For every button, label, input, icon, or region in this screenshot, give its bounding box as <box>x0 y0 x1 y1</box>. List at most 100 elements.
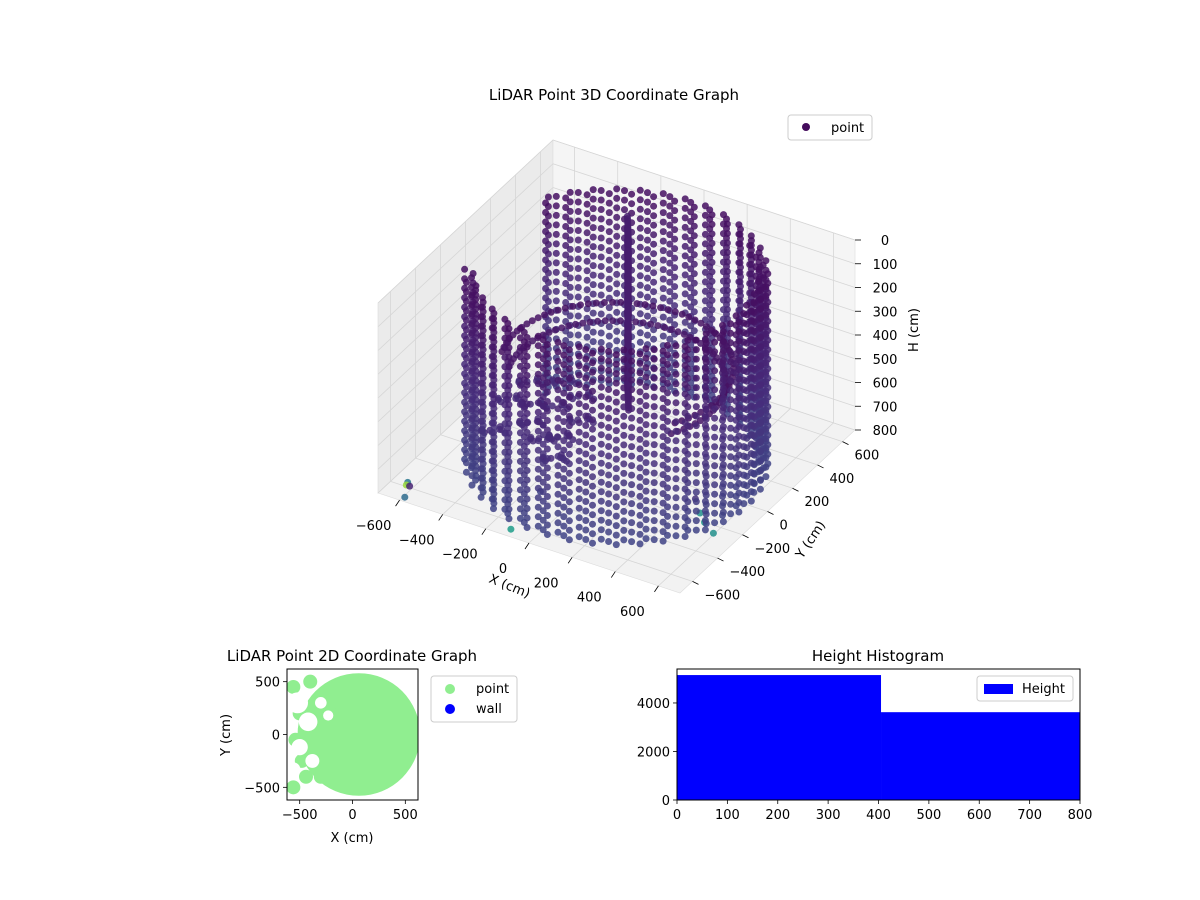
point-3d <box>589 224 597 232</box>
point-3d <box>589 378 596 386</box>
point-3d <box>468 274 475 282</box>
point-3d <box>560 446 568 454</box>
point-3d <box>462 307 470 315</box>
point-3d <box>644 293 651 301</box>
point-3d <box>490 486 497 494</box>
point-3d <box>565 365 573 373</box>
point-3d <box>756 390 764 398</box>
point-3d <box>756 447 764 455</box>
y-tick-label: 0 <box>780 519 788 534</box>
point-3d <box>642 383 650 391</box>
point-3d <box>612 455 620 463</box>
point-3d <box>690 213 698 221</box>
point-3d <box>723 306 731 313</box>
x-tick-label: 300 <box>816 808 841 823</box>
point-3d <box>477 379 485 387</box>
point-3d <box>711 519 719 527</box>
point-3d <box>583 248 591 256</box>
point-3d <box>490 495 497 503</box>
point-3d <box>727 320 735 328</box>
point-3d <box>583 229 591 237</box>
point-3d <box>597 516 605 524</box>
point-3d <box>560 475 568 483</box>
point-3d <box>756 343 764 351</box>
point-3d <box>490 457 497 465</box>
point-3d <box>701 440 709 448</box>
point-3d <box>554 519 562 527</box>
point-3d <box>597 329 605 337</box>
point-3d <box>727 462 735 470</box>
point-3d <box>625 287 633 295</box>
point-3d <box>671 308 679 316</box>
point-3d <box>613 337 621 345</box>
chart-2d-legend-marker-point <box>445 684 455 694</box>
chart-3d-legend: point <box>787 114 873 141</box>
point-3d <box>554 452 562 460</box>
point-3d <box>605 304 613 312</box>
point-3d <box>468 434 476 442</box>
point-3d <box>613 204 621 212</box>
point-3d <box>544 193 552 201</box>
point-3d <box>723 268 731 275</box>
point-3d <box>613 232 621 240</box>
x-tick-label: 500 <box>393 808 418 823</box>
point-3d <box>757 286 764 294</box>
point-3d <box>708 211 716 219</box>
chart-2d: LiDAR Point 2D Coordinate Graph −500 0 500… <box>219 647 518 846</box>
point-3d <box>727 434 735 442</box>
point-3d <box>523 391 531 398</box>
point-3d <box>747 336 755 344</box>
point-3d <box>642 449 650 457</box>
point-3d <box>477 341 485 349</box>
point-3d <box>681 523 689 531</box>
point-3d <box>534 370 542 378</box>
point-3d <box>701 516 709 524</box>
point-3d <box>692 422 700 430</box>
point-3d <box>756 324 764 332</box>
point-3d <box>575 362 583 370</box>
y-tick-label: 4000 <box>637 697 670 712</box>
x-tick-label: 600 <box>967 808 992 823</box>
point-3d <box>505 401 513 409</box>
x-tick-label: 0 <box>673 808 681 823</box>
point-3d <box>644 227 651 235</box>
point-3d <box>542 209 550 216</box>
point-3d <box>589 539 596 547</box>
point-3d <box>505 334 513 342</box>
point-3d <box>690 222 698 230</box>
point-3d <box>617 317 624 325</box>
point-3d <box>560 427 568 435</box>
point-3d <box>565 412 573 420</box>
point-3d <box>636 530 644 538</box>
point-3d <box>562 223 570 230</box>
point-3d <box>681 223 689 231</box>
point-3d <box>605 266 613 274</box>
point-3d <box>659 266 667 274</box>
point-3d <box>711 357 719 365</box>
y-tick-mark <box>742 534 749 539</box>
point-3d <box>575 428 583 436</box>
point-3d <box>708 306 716 314</box>
point-3d <box>692 393 700 401</box>
point-3d <box>692 526 700 534</box>
point-3d <box>589 359 596 367</box>
point-3d <box>539 374 547 382</box>
point-3d <box>620 412 628 420</box>
point-3d <box>477 484 485 492</box>
point-3d <box>597 459 605 467</box>
point-3d <box>762 444 770 452</box>
point-3d <box>719 432 727 440</box>
point-3d <box>539 421 547 429</box>
point-3d <box>505 344 513 352</box>
point-3d <box>681 447 689 455</box>
point-3d <box>527 433 535 441</box>
point-3d <box>597 469 605 477</box>
point-3d <box>574 217 582 225</box>
point-3d <box>461 265 469 273</box>
point-3d <box>735 489 743 497</box>
point-3d <box>692 488 700 496</box>
point-3d <box>534 456 542 464</box>
point-3d <box>711 414 719 422</box>
point-3d <box>589 262 597 270</box>
point-3d <box>650 250 658 258</box>
